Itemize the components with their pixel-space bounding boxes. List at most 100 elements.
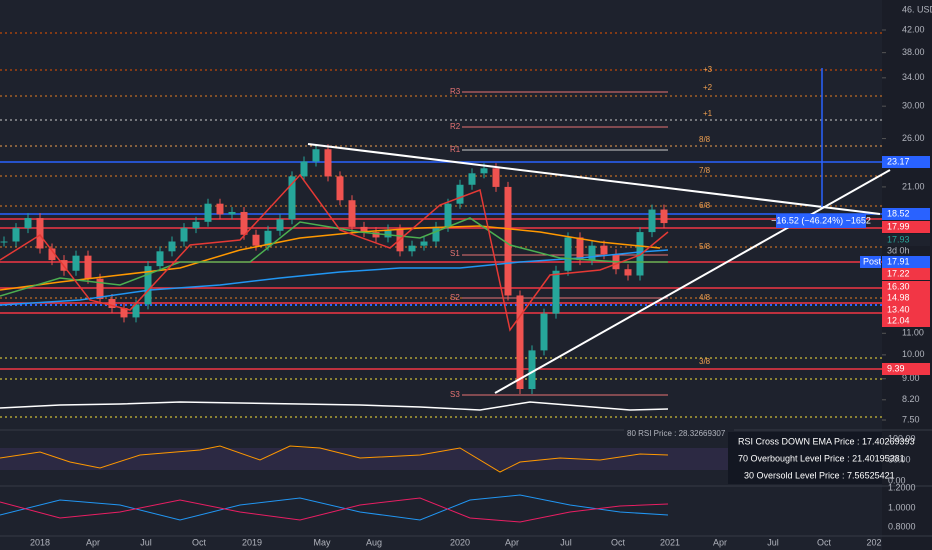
rsi-axis-label: 100.00 xyxy=(888,433,916,443)
rsi-axis-label: 0.00 xyxy=(888,475,906,485)
time-label: Oct xyxy=(611,537,626,547)
time-label: Jul xyxy=(560,537,572,547)
murrey-lines xyxy=(0,32,882,418)
candle-body xyxy=(660,209,668,224)
candle-body xyxy=(360,226,368,233)
candle-body xyxy=(636,232,644,276)
lower-axis-label: 1.2000 xyxy=(888,482,916,492)
pivot-label: R2 xyxy=(450,122,461,131)
price-tick-label: 8.20 xyxy=(902,394,920,404)
pivot-label: R3 xyxy=(450,87,461,96)
candle-body xyxy=(288,176,296,220)
candle-body xyxy=(120,308,128,318)
axis-unit: 46. USD xyxy=(902,4,932,14)
pivot-label: R1 xyxy=(450,145,461,154)
candle-body xyxy=(36,218,44,249)
rsi-info: 30 Oversold Level Price : 7.56525421 xyxy=(744,470,895,480)
candle-body xyxy=(204,203,212,222)
candle-body xyxy=(372,232,380,238)
time-label: 2020 xyxy=(450,537,470,547)
time-label: Apr xyxy=(86,537,100,547)
price-tag: 12.04 xyxy=(887,315,910,325)
candle-body xyxy=(564,237,572,271)
pivot-label: S3 xyxy=(450,390,460,399)
price-tick-label: 21.00 xyxy=(902,181,925,191)
candle-body xyxy=(492,168,500,187)
rsi-info: RSI Cross DOWN EMA Price : 17.40269393 xyxy=(738,436,915,446)
trend-lines xyxy=(307,143,891,394)
level-label: +1 xyxy=(703,109,713,118)
price-tick-label: 9.00 xyxy=(902,373,920,383)
candle-body xyxy=(12,228,20,242)
price-tag: 3d 0h xyxy=(887,245,910,255)
price-ticks: 42.00 38.00 34.00 30.00 26.00 21.00 11.00 10.00… xyxy=(882,24,925,424)
time-axis: 2018 Apr Jul Oct 2019 May Aug 2020 Apr J… xyxy=(30,537,882,547)
candle-body xyxy=(624,269,632,276)
candle-body xyxy=(228,211,236,215)
candle-body xyxy=(180,228,188,242)
price-tag: 17.91 xyxy=(887,256,910,266)
candle-body xyxy=(516,295,524,390)
time-label: Jul xyxy=(767,537,779,547)
time-label: Apr xyxy=(505,537,519,547)
candle-body xyxy=(444,203,452,227)
time-label: Oct xyxy=(192,537,207,547)
price-tag: 17.93 xyxy=(887,234,910,244)
price-tag: 13.40 xyxy=(887,304,910,314)
level-label: 7/8 xyxy=(699,166,711,175)
time-label: 2019 xyxy=(242,537,262,547)
candle-body xyxy=(96,278,104,299)
time-label: May xyxy=(313,537,331,547)
candle-body xyxy=(300,161,308,177)
candle-body xyxy=(216,203,224,215)
candle-body xyxy=(504,186,512,296)
price-tick-label: 42.00 xyxy=(902,24,925,34)
lower-axis-label: 0.8000 xyxy=(888,521,916,531)
rsi-band xyxy=(0,448,882,470)
moving-averages xyxy=(0,173,669,411)
rsi-line xyxy=(0,445,669,473)
pivot-label: S2 xyxy=(450,293,460,302)
price-tag: 9.39 xyxy=(887,363,905,373)
candle-body xyxy=(588,245,596,261)
post-label: Post xyxy=(863,256,882,266)
price-tick-label: 11.00 xyxy=(902,328,924,338)
candle-body xyxy=(276,219,284,231)
candle-body xyxy=(192,221,200,229)
candle-body xyxy=(384,229,392,238)
time-label: 2021 xyxy=(660,537,680,547)
candle-body xyxy=(156,251,164,267)
candle-body xyxy=(468,173,476,185)
candle-body xyxy=(456,184,464,204)
price-tags: 23.17 18.52 17.99 17.93 3d 0h 17.91 Post… xyxy=(860,156,930,375)
price-tick-label: 26.00 xyxy=(902,133,925,143)
candle-body xyxy=(348,200,356,227)
candle-body xyxy=(528,350,536,390)
time-label: Apr xyxy=(713,537,727,547)
price-tag: 16.30 xyxy=(887,281,910,291)
level-label: +2 xyxy=(703,83,713,92)
candle-body xyxy=(108,298,116,309)
candle-body xyxy=(576,237,584,261)
lower-line xyxy=(0,497,669,523)
price-tick-label: 10.00 xyxy=(902,349,925,359)
candle-body xyxy=(600,245,608,255)
level-label: 4/8 xyxy=(699,293,711,302)
level-label: 5/8 xyxy=(699,242,711,251)
candle-body xyxy=(72,255,80,271)
rsi-info: 70 Overbought Level Price : 21.40195381 xyxy=(738,453,905,463)
price-tag: 17.99 xyxy=(887,221,910,231)
price-tag: 23.17 xyxy=(887,156,910,166)
candle-body xyxy=(432,226,440,242)
candle-body xyxy=(312,149,320,162)
price-tick-label: 38.00 xyxy=(902,47,925,57)
lower-axis-label: 1.0000 xyxy=(888,502,916,512)
candle-body xyxy=(396,229,404,252)
price-tick-label: 30.00 xyxy=(902,101,925,111)
candle-body xyxy=(480,168,488,174)
candle-body xyxy=(540,313,548,351)
rsi-info-box xyxy=(728,432,882,484)
candle-body xyxy=(552,270,560,314)
rsi-tag-box xyxy=(624,428,734,440)
